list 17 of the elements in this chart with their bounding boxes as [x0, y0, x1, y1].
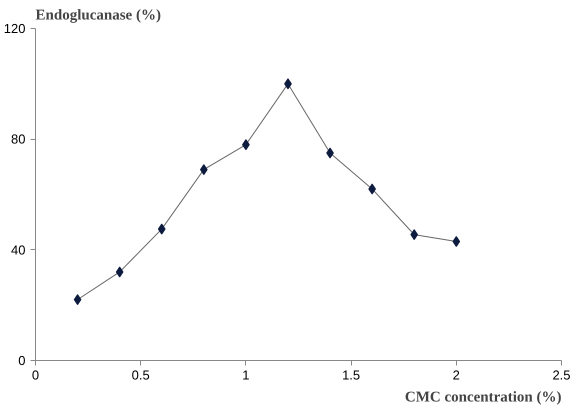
x-tick-label: 2	[452, 368, 460, 382]
y-axis-title: Endoglucanase (%)	[36, 8, 161, 24]
y-tick-label: 40	[11, 242, 26, 258]
x-tick-label: 0.5	[132, 368, 150, 382]
point	[158, 224, 166, 235]
y-tick-label: 80	[11, 132, 26, 147]
x-tick-label: 2.5	[552, 368, 571, 382]
point	[326, 148, 334, 158]
point	[410, 229, 418, 240]
x-tick-label: 0	[32, 368, 40, 382]
y-tick-label: 120	[4, 21, 26, 36]
y-tick-label: 0	[18, 353, 26, 368]
point	[452, 236, 460, 248]
x-tick-label: 1.5	[342, 368, 360, 382]
x-axis-title: CMC concentration (%)	[404, 390, 562, 406]
point	[200, 164, 208, 176]
x-tick-label: 1	[242, 368, 250, 382]
